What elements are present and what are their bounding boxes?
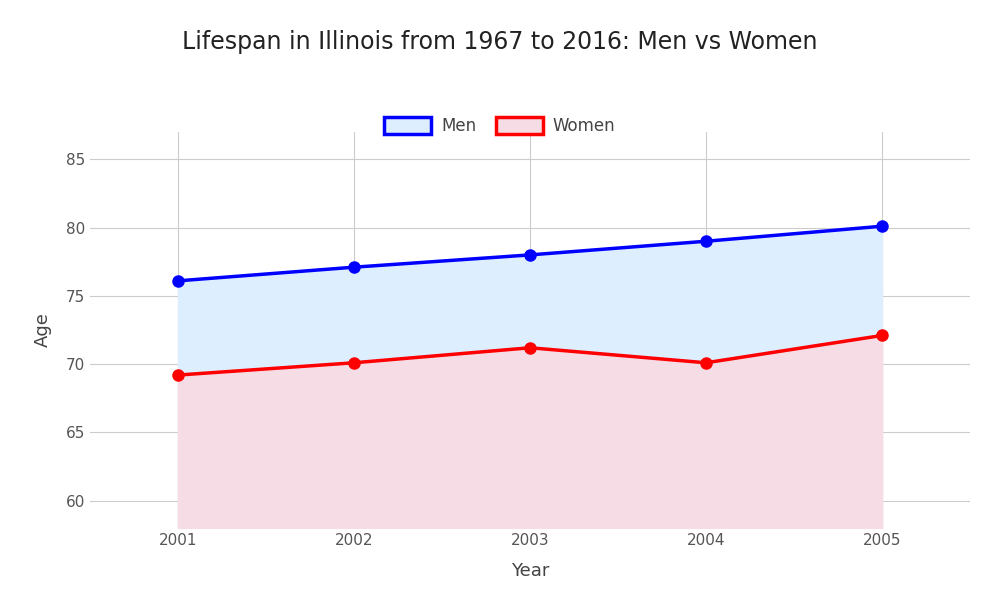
X-axis label: Year: Year (511, 562, 549, 580)
Y-axis label: Age: Age (34, 313, 52, 347)
Legend: Men, Women: Men, Women (378, 110, 622, 142)
Text: Lifespan in Illinois from 1967 to 2016: Men vs Women: Lifespan in Illinois from 1967 to 2016: … (182, 30, 818, 54)
